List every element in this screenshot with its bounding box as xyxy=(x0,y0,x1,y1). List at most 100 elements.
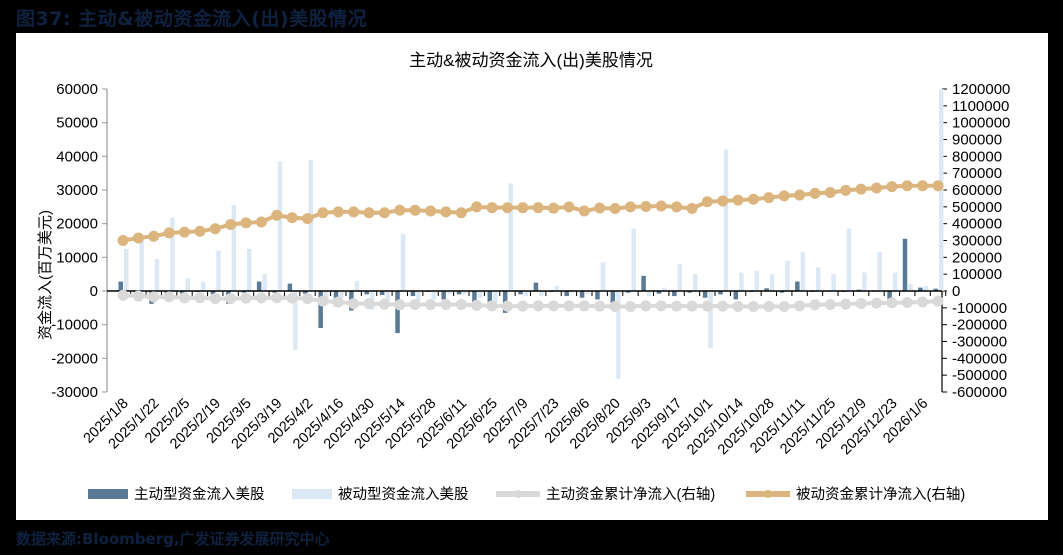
chart-panel: 主动&被动资金流入(出)美股情况 60000 50000 40000 30000 200… xyxy=(16,33,1048,520)
left-tick-label: 20000 xyxy=(56,216,98,233)
active-bar xyxy=(933,288,938,291)
passive-bar xyxy=(908,284,913,291)
active-cumulative-line xyxy=(117,289,944,312)
passive-bar xyxy=(785,260,790,291)
passive-bar xyxy=(231,205,237,291)
passive-cumulative-marker xyxy=(640,200,652,212)
active-cumulative-marker xyxy=(517,300,529,312)
passive-cumulative-marker xyxy=(148,230,160,242)
left-tick-label: 60000 xyxy=(56,81,98,98)
passive-bar xyxy=(508,183,513,291)
active-bar xyxy=(625,291,631,293)
active-cumulative-marker xyxy=(302,293,314,305)
passive-bar xyxy=(877,252,882,291)
active-cumulative-marker xyxy=(209,293,221,305)
active-cumulative-marker xyxy=(824,298,836,310)
active-cumulative-marker xyxy=(809,299,821,311)
passive-bars xyxy=(124,89,944,379)
right-tick-label: 900000 xyxy=(952,132,1002,149)
active-bar xyxy=(887,291,892,300)
active-bar xyxy=(718,291,723,295)
active-bar xyxy=(918,287,923,291)
passive-cumulative-marker xyxy=(486,202,498,214)
passive-bar xyxy=(723,149,729,291)
passive-bar xyxy=(477,291,483,298)
active-bar xyxy=(256,281,262,291)
active-bar xyxy=(779,291,785,293)
active-bar xyxy=(441,291,446,300)
left-tick-label: 40000 xyxy=(56,148,98,165)
active-cumulative-marker xyxy=(701,300,713,312)
x-axis-zero-line xyxy=(107,290,947,296)
passive-bar xyxy=(631,228,636,291)
passive-bar xyxy=(739,272,744,291)
left-tick-label: -10000 xyxy=(51,317,98,334)
right-tick-label: 300000 xyxy=(952,233,1002,250)
passive-bar xyxy=(523,291,529,297)
passive-bar xyxy=(862,272,867,291)
active-bar xyxy=(595,291,600,300)
legend-item: 主动资金累计净流入(右轴) xyxy=(496,486,715,503)
right-tick-label: 200000 xyxy=(952,249,1002,266)
legend-item: 主动型资金流入美股 xyxy=(88,486,265,503)
passive-cumulative-marker xyxy=(240,217,252,229)
legend-marker xyxy=(764,490,772,498)
legend-label: 主动资金累计净流入(右轴) xyxy=(546,486,715,503)
active-cumulative-marker xyxy=(425,298,437,310)
active-bar xyxy=(303,291,308,294)
active-bar xyxy=(764,288,769,291)
active-cumulative-marker xyxy=(179,292,191,304)
right-tick-label: -600000 xyxy=(952,384,1007,401)
passive-cumulative-marker xyxy=(747,193,759,205)
passive-bar xyxy=(554,285,560,291)
active-bar xyxy=(610,291,616,303)
passive-bar xyxy=(616,291,621,379)
right-tick-label: 500000 xyxy=(952,199,1002,216)
left-tick-label: 0 xyxy=(90,283,98,300)
active-bar xyxy=(656,291,662,294)
active-bars xyxy=(118,238,938,334)
chart-title: 主动&被动资金流入(出)美股情况 xyxy=(409,51,653,70)
active-bar xyxy=(518,291,523,295)
passive-bar xyxy=(600,262,606,291)
passive-bar xyxy=(692,274,698,291)
legend-label: 主动型资金流入美股 xyxy=(134,486,265,503)
passive-cumulative-marker xyxy=(870,182,882,194)
passive-bar xyxy=(493,291,498,305)
active-bar xyxy=(241,291,247,293)
active-cumulative-marker xyxy=(271,292,283,304)
passive-bar xyxy=(185,278,191,291)
passive-cumulative-marker xyxy=(471,201,483,213)
active-cumulative-marker xyxy=(148,291,160,303)
active-bar xyxy=(180,291,185,294)
active-cumulative-marker xyxy=(594,300,606,312)
passive-bar xyxy=(800,252,806,291)
legend-item: 被动型资金流入美股 xyxy=(292,486,469,503)
active-cumulative-marker xyxy=(286,292,298,304)
passive-bar xyxy=(569,291,575,293)
left-tick-label: -20000 xyxy=(51,350,98,367)
passive-cumulative-marker xyxy=(701,196,713,208)
passive-cumulative-marker xyxy=(117,235,129,246)
active-cumulative-marker xyxy=(117,289,129,301)
passive-cumulative-marker xyxy=(455,207,467,219)
passive-cumulative-marker xyxy=(901,180,913,192)
passive-cumulative-marker xyxy=(378,207,390,219)
legend-item: 被动资金累计净流入(右轴) xyxy=(746,486,965,503)
passive-bar xyxy=(831,274,836,291)
passive-bar xyxy=(385,291,390,302)
passive-bar xyxy=(139,240,144,291)
active-cumulative-marker xyxy=(840,298,852,310)
passive-bar xyxy=(815,267,821,291)
passive-cumulative-marker xyxy=(763,192,775,204)
passive-bar xyxy=(354,280,360,291)
passive-cumulative-marker xyxy=(686,203,698,215)
data-source: 数据来源:Bloomberg,广发证券发展研究中心 xyxy=(16,530,330,548)
passive-bar xyxy=(662,287,667,291)
passive-cumulative-marker xyxy=(594,202,606,214)
active-bar xyxy=(579,291,585,298)
passive-cumulative-marker xyxy=(348,206,360,218)
passive-cumulative-marker xyxy=(548,202,560,214)
passive-cumulative-marker xyxy=(563,201,575,213)
right-tick-label: 100000 xyxy=(952,266,1002,283)
